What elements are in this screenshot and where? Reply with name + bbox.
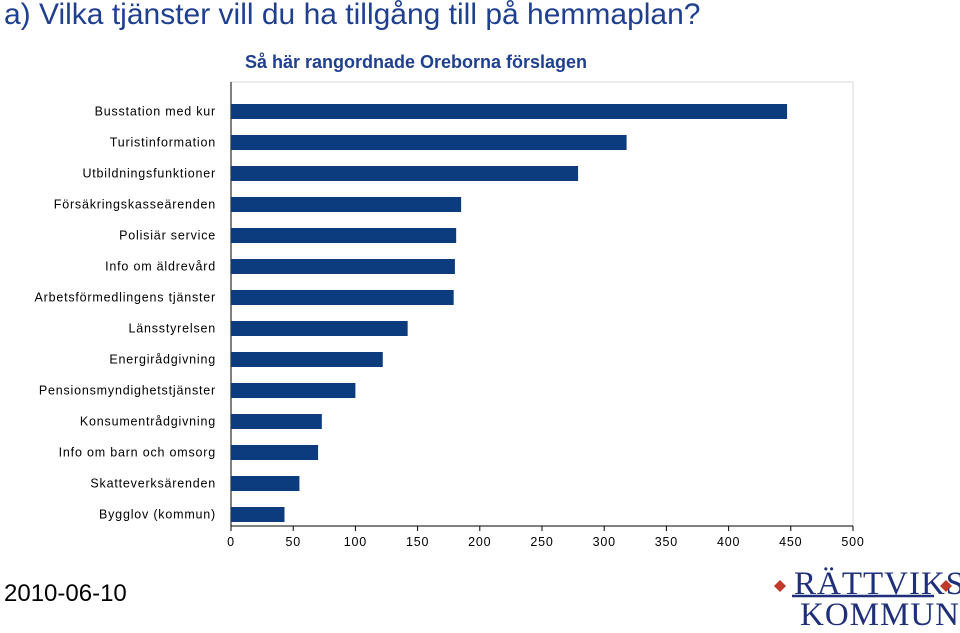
- category-label: Länsstyrelsen: [128, 322, 216, 336]
- x-tick-label: 100: [344, 535, 367, 549]
- category-labels: Busstation med kur Turistinformation Utbil…: [34, 105, 216, 522]
- x-tick-label: 300: [593, 535, 616, 549]
- x-tick-label: 350: [655, 535, 678, 549]
- category-label: Turistinformation: [110, 136, 216, 150]
- category-label: Arbetsförmedlingens tjänster: [34, 291, 216, 305]
- logo-line-2: KOMMUN: [800, 597, 960, 633]
- date-label: 2010-06-10: [4, 580, 127, 607]
- x-tick-label: 50: [285, 535, 301, 549]
- chart-title: Så här rangordnade Oreborna förslagen: [245, 52, 587, 72]
- category-label: Försäkringskasseärenden: [54, 198, 216, 212]
- x-tick-label: 0: [227, 535, 235, 549]
- x-tick-label: 400: [717, 535, 740, 549]
- bar: [231, 476, 300, 491]
- bar: [231, 290, 454, 305]
- category-label: Polisiär service: [119, 229, 216, 243]
- bar: [231, 321, 408, 336]
- category-label: Busstation med kur: [95, 105, 216, 119]
- category-label: Info om äldrevård: [105, 260, 216, 274]
- logo-ornament-icon: [774, 580, 952, 598]
- bar: [231, 135, 627, 150]
- bar: [231, 507, 285, 522]
- bar: [231, 197, 462, 212]
- bar: [231, 166, 579, 181]
- category-label: Konsumentrådgivning: [80, 415, 216, 429]
- category-label: Pensionsmyndighetstjänster: [39, 384, 216, 398]
- bars: [231, 104, 788, 522]
- category-label: Skatteverksärenden: [90, 477, 216, 491]
- bar: [231, 414, 322, 429]
- x-tick-label: 200: [468, 535, 491, 549]
- bar: [231, 383, 356, 398]
- bar: [231, 352, 383, 367]
- x-tick-label: 250: [530, 535, 553, 549]
- page-title: a) Vilka tjänster vill du ha tillgång ti…: [4, 0, 701, 31]
- category-label: Energirådgivning: [109, 353, 216, 367]
- category-label: Info om barn och omsorg: [59, 446, 216, 460]
- category-label: Bygglov (kommun): [99, 508, 216, 522]
- bar: [231, 104, 788, 119]
- logo-line-1: RÄTTVIKS: [794, 566, 960, 602]
- category-label: Utbildningsfunktioner: [82, 167, 216, 181]
- bar: [231, 259, 455, 274]
- rattviks-kommun-logo: RÄTTVIKS KOMMUN: [770, 566, 960, 632]
- x-tick-label: 150: [406, 535, 429, 549]
- bar: [231, 228, 457, 243]
- bar: [231, 445, 319, 460]
- x-tick-labels: 0 50 100 150 200 250 300 350 400 450 500: [227, 526, 864, 549]
- x-tick-label: 450: [779, 535, 802, 549]
- x-tick-label: 500: [841, 535, 864, 549]
